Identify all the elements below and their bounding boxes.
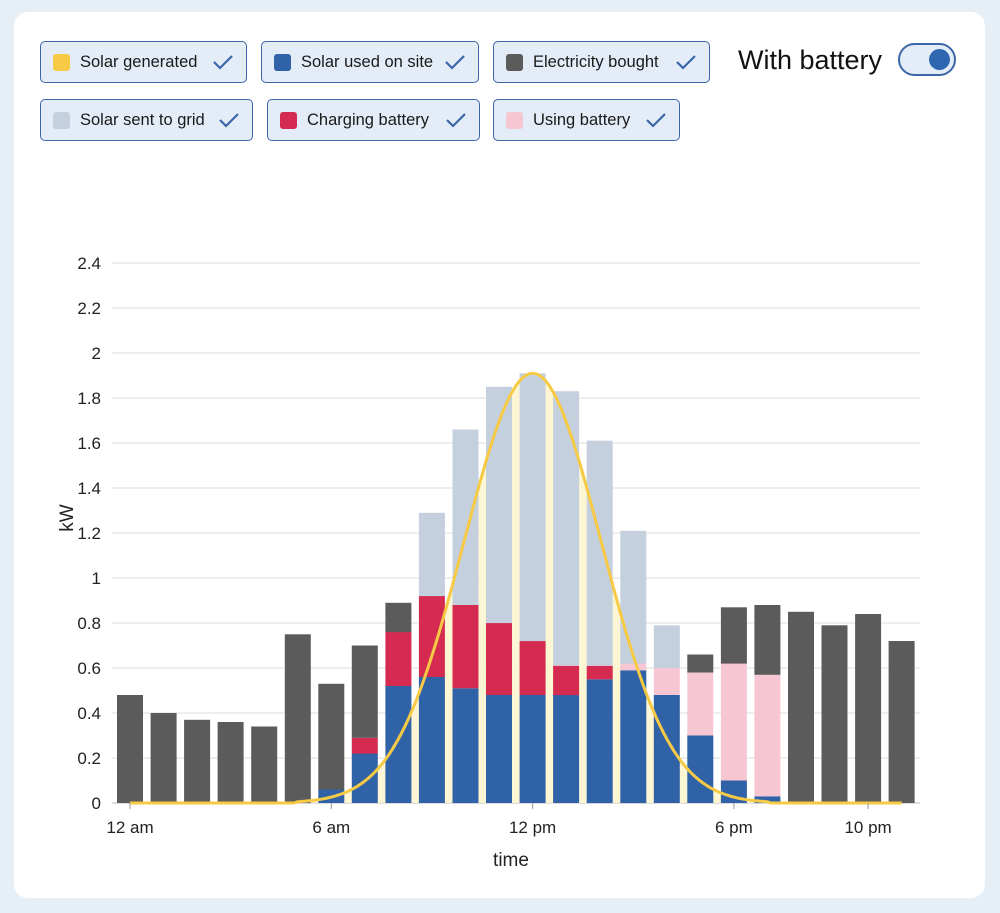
bar-segment-charging-battery [553,665,580,696]
y-tick-label: 1.4 [77,479,101,498]
x-tick-label: 10 pm [844,818,891,837]
charging-battery-swatch [280,111,297,129]
bar-segment-solar-sent-to-grid [452,429,479,605]
x-tick-label: 6 pm [715,818,753,837]
bar-segment-electricity-bought [251,726,278,803]
y-tick-label: 0.2 [77,749,101,768]
legend-label: Using battery [533,110,631,129]
legend-label: Charging battery [307,110,429,129]
solar-sent-swatch [53,111,70,129]
y-tick-label: 1.2 [77,524,101,543]
legend-label: Solar generated [80,52,198,71]
y-tick-label: 0 [92,794,101,813]
checkmark-icon [213,55,233,70]
legend-label: Electricity bought [533,52,659,71]
bar-segment-using-battery [620,663,647,671]
bar-segment-electricity-bought [351,645,378,738]
checkmark-icon [446,113,466,128]
y-tick-label: 1.6 [77,434,101,453]
battery-toggle-switch[interactable] [898,43,956,76]
x-tick-label: 12 pm [509,818,556,837]
toggle-knob [929,49,950,70]
legend-label: Solar used on site [301,52,434,71]
bar-segment-solar-used-on-site [452,688,479,804]
bar-segment-electricity-bought [217,722,244,803]
bar-segment-solar-sent-to-grid [620,530,647,664]
bar-segment-solar-used-on-site [519,695,546,803]
bar-segment-solar-used-on-site [754,796,781,804]
x-tick-label: 6 am [312,818,350,837]
checkmark-icon [445,55,465,70]
bar-segment-electricity-bought [821,625,848,804]
bar-segment-solar-used-on-site [687,735,714,803]
x-axis-title: time [493,850,529,871]
bar-segment-charging-battery [586,665,613,680]
legend-toggle-charging-battery[interactable]: Charging battery [267,99,480,141]
bar-segment-solar-used-on-site [351,753,378,803]
y-axis-title: kW [57,504,78,532]
y-tick-label: 0.8 [77,614,101,633]
y-tick-label: 0.6 [77,659,101,678]
bar-segment-solar-sent-to-grid [519,373,546,642]
y-tick-label: 1 [92,569,101,588]
legend-toggle-using-battery[interactable]: Using battery [493,99,680,141]
y-tick-label: 2.4 [77,254,101,273]
y-tick-label: 1.8 [77,389,101,408]
x-tick-label: 12 am [106,818,153,837]
electricity-bought-swatch [506,53,523,71]
bar-segment-charging-battery [452,605,479,689]
bar-segment-using-battery [720,663,747,781]
bar-segment-electricity-bought [720,607,747,664]
using-battery-swatch [506,111,523,129]
solar-generated-line [130,371,902,805]
bar-segment-charging-battery [418,596,445,677]
bar-segment-electricity-bought [888,641,915,803]
solar-generated-area [130,373,902,803]
bar-segment-solar-used-on-site [486,695,512,803]
bar-segment-using-battery [653,668,680,695]
bar-segment-solar-sent-to-grid [586,440,613,666]
y-tick-label: 2 [92,344,101,363]
bar-segment-solar-sent-to-grid [486,386,512,624]
legend-toggle-solar-sent-to-grid[interactable]: Solar sent to grid [40,99,253,141]
solar-used-swatch [274,53,291,71]
y-tick-label: 2.2 [77,299,101,318]
legend-toggle-electricity-bought[interactable]: Electricity bought [493,41,710,83]
solar-generated-swatch [53,53,70,71]
bar-segment-electricity-bought [754,605,781,675]
bar-segment-electricity-bought [150,713,177,803]
bar-segment-electricity-bought [284,634,311,804]
y-tick-label: 0.4 [77,704,101,723]
legend-label: Solar sent to grid [80,110,205,129]
bar-segment-electricity-bought [855,614,882,803]
bar-segment-solar-used-on-site [620,670,647,804]
checkmark-icon [219,113,239,128]
bar-segment-charging-battery [486,623,512,695]
bar-segment-electricity-bought [184,719,211,804]
bar-segment-solar-used-on-site [586,679,613,804]
bar-segment-solar-used-on-site [418,677,445,803]
bar-segment-using-battery [687,672,714,736]
bar-segment-solar-sent-to-grid [418,512,445,597]
bar-segment-using-battery [754,674,781,797]
bar-segment-electricity-bought [385,602,412,633]
bar-segment-electricity-bought [117,695,143,803]
bar-segment-solar-used-on-site [385,686,412,803]
legend-toggle-solar-generated[interactable]: Solar generated [40,41,247,83]
bar-segment-solar-sent-to-grid [553,391,580,666]
bar-segment-charging-battery [519,641,546,695]
bar-segment-solar-used-on-site [653,695,680,803]
bar-segment-charging-battery [385,632,412,686]
checkmark-icon [646,113,666,128]
bar-segment-electricity-bought [687,654,714,673]
bar-segment-electricity-bought [788,611,814,804]
bar-segment-electricity-bought [318,683,345,790]
bar-segment-solar-used-on-site [553,695,580,803]
with-battery-label: With battery [738,45,883,75]
bar-segment-charging-battery [351,737,378,754]
checkmark-icon [676,55,696,70]
bar-segment-solar-sent-to-grid [653,625,680,669]
legend-toggle-solar-used-on-site[interactable]: Solar used on site [261,41,479,83]
